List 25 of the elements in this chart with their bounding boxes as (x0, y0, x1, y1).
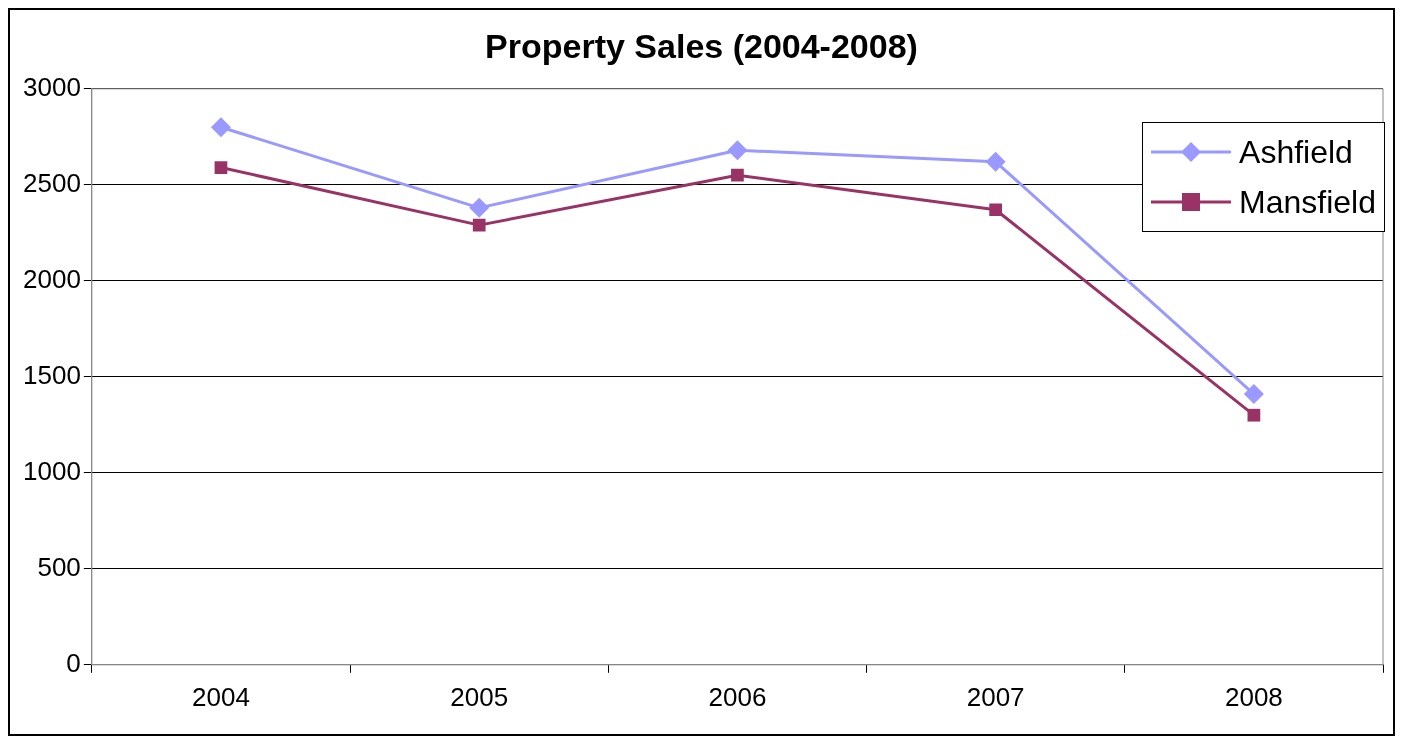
x-tick-label: 2006 (708, 681, 767, 712)
point (727, 140, 748, 161)
legend-label: Mansfield (1239, 183, 1376, 221)
point (989, 203, 1003, 217)
point (214, 161, 228, 174)
point (985, 151, 1006, 172)
x-tick-label: 2004 (192, 681, 250, 712)
y-tick-label: 500 (37, 551, 81, 582)
point (469, 197, 490, 218)
legend-label: Ashfield (1239, 133, 1353, 171)
point (210, 117, 231, 138)
y-tick-label: 3000 (23, 71, 81, 102)
point (1247, 408, 1261, 422)
point (472, 218, 486, 232)
point (731, 168, 744, 182)
x-tick-label: 2008 (1224, 681, 1283, 712)
y-tick-label: 0 (66, 647, 81, 678)
y-tick-label: 2000 (23, 263, 81, 294)
chart-title: Property Sales (2004-2008) (485, 26, 918, 65)
y-tick-label: 1500 (23, 359, 81, 390)
x-tick-label: 2007 (966, 681, 1025, 712)
y-tick-label: 2500 (23, 167, 81, 198)
x-tick-label: 2005 (450, 681, 509, 712)
point (1243, 384, 1264, 405)
y-tick-label: 1000 (23, 455, 81, 486)
